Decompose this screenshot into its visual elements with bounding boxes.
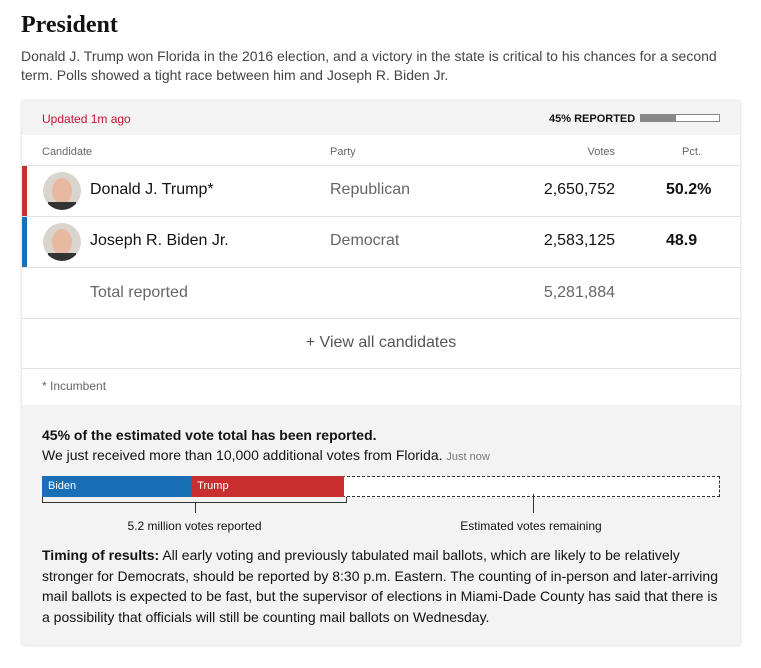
party: Republican	[330, 181, 411, 198]
votes: 2,650,752	[543, 181, 615, 198]
party-stripe	[22, 217, 27, 267]
view-all[interactable]: + View all candidates	[305, 334, 457, 351]
reported-bracket	[42, 497, 348, 503]
progress-track	[640, 114, 720, 122]
party-stripe	[22, 166, 27, 216]
votes: 2,583,125	[543, 232, 615, 249]
estimate-update: We just received more than 10,000 additi…	[42, 447, 490, 463]
update-text: We just received more than 10,000 additi…	[42, 447, 443, 463]
candidate-name: Joseph R. Biden Jr.	[90, 232, 229, 249]
vote-segment: Trump	[191, 476, 345, 497]
vote-segment: Biden	[42, 476, 192, 497]
avatar	[43, 223, 81, 261]
description: Donald J. Trump won Florida in the 2016 …	[21, 48, 717, 83]
remaining-tick	[533, 494, 534, 513]
pct: 48.9	[666, 232, 698, 249]
pct: 50.2%	[666, 181, 712, 198]
avatar	[43, 172, 81, 210]
candidate-name: Donald J. Trump*	[90, 181, 214, 198]
col-header: Party	[330, 146, 356, 158]
col-header: Candidate	[42, 146, 93, 158]
estimate-panel	[22, 405, 740, 645]
status-bar	[22, 101, 740, 135]
updated: Updated 1m ago	[42, 112, 131, 126]
timing-text: All early voting and previously tabulate…	[42, 547, 718, 625]
remaining-label: Estimated votes remaining	[460, 519, 602, 533]
update-time: Just now	[446, 451, 490, 463]
footnote: * Incumbent	[42, 379, 107, 393]
reported: 45% REPORTED	[549, 113, 636, 125]
party: Democrat	[330, 232, 400, 249]
progress-fill	[641, 115, 677, 121]
reported-label: 5.2 million votes reported	[127, 519, 262, 533]
estimate-headline: 45% of the estimated vote total has been…	[42, 427, 377, 443]
bracket-tick	[194, 503, 196, 513]
title: President	[21, 12, 118, 38]
col-header: Pct.	[682, 146, 701, 158]
col-header: Votes	[587, 146, 615, 158]
timing: Timing of results: All early voting and …	[42, 545, 722, 627]
timing-label: Timing of results:	[42, 547, 160, 563]
total-votes: 5,281,884	[543, 284, 615, 301]
total-label: Total reported	[90, 284, 188, 301]
